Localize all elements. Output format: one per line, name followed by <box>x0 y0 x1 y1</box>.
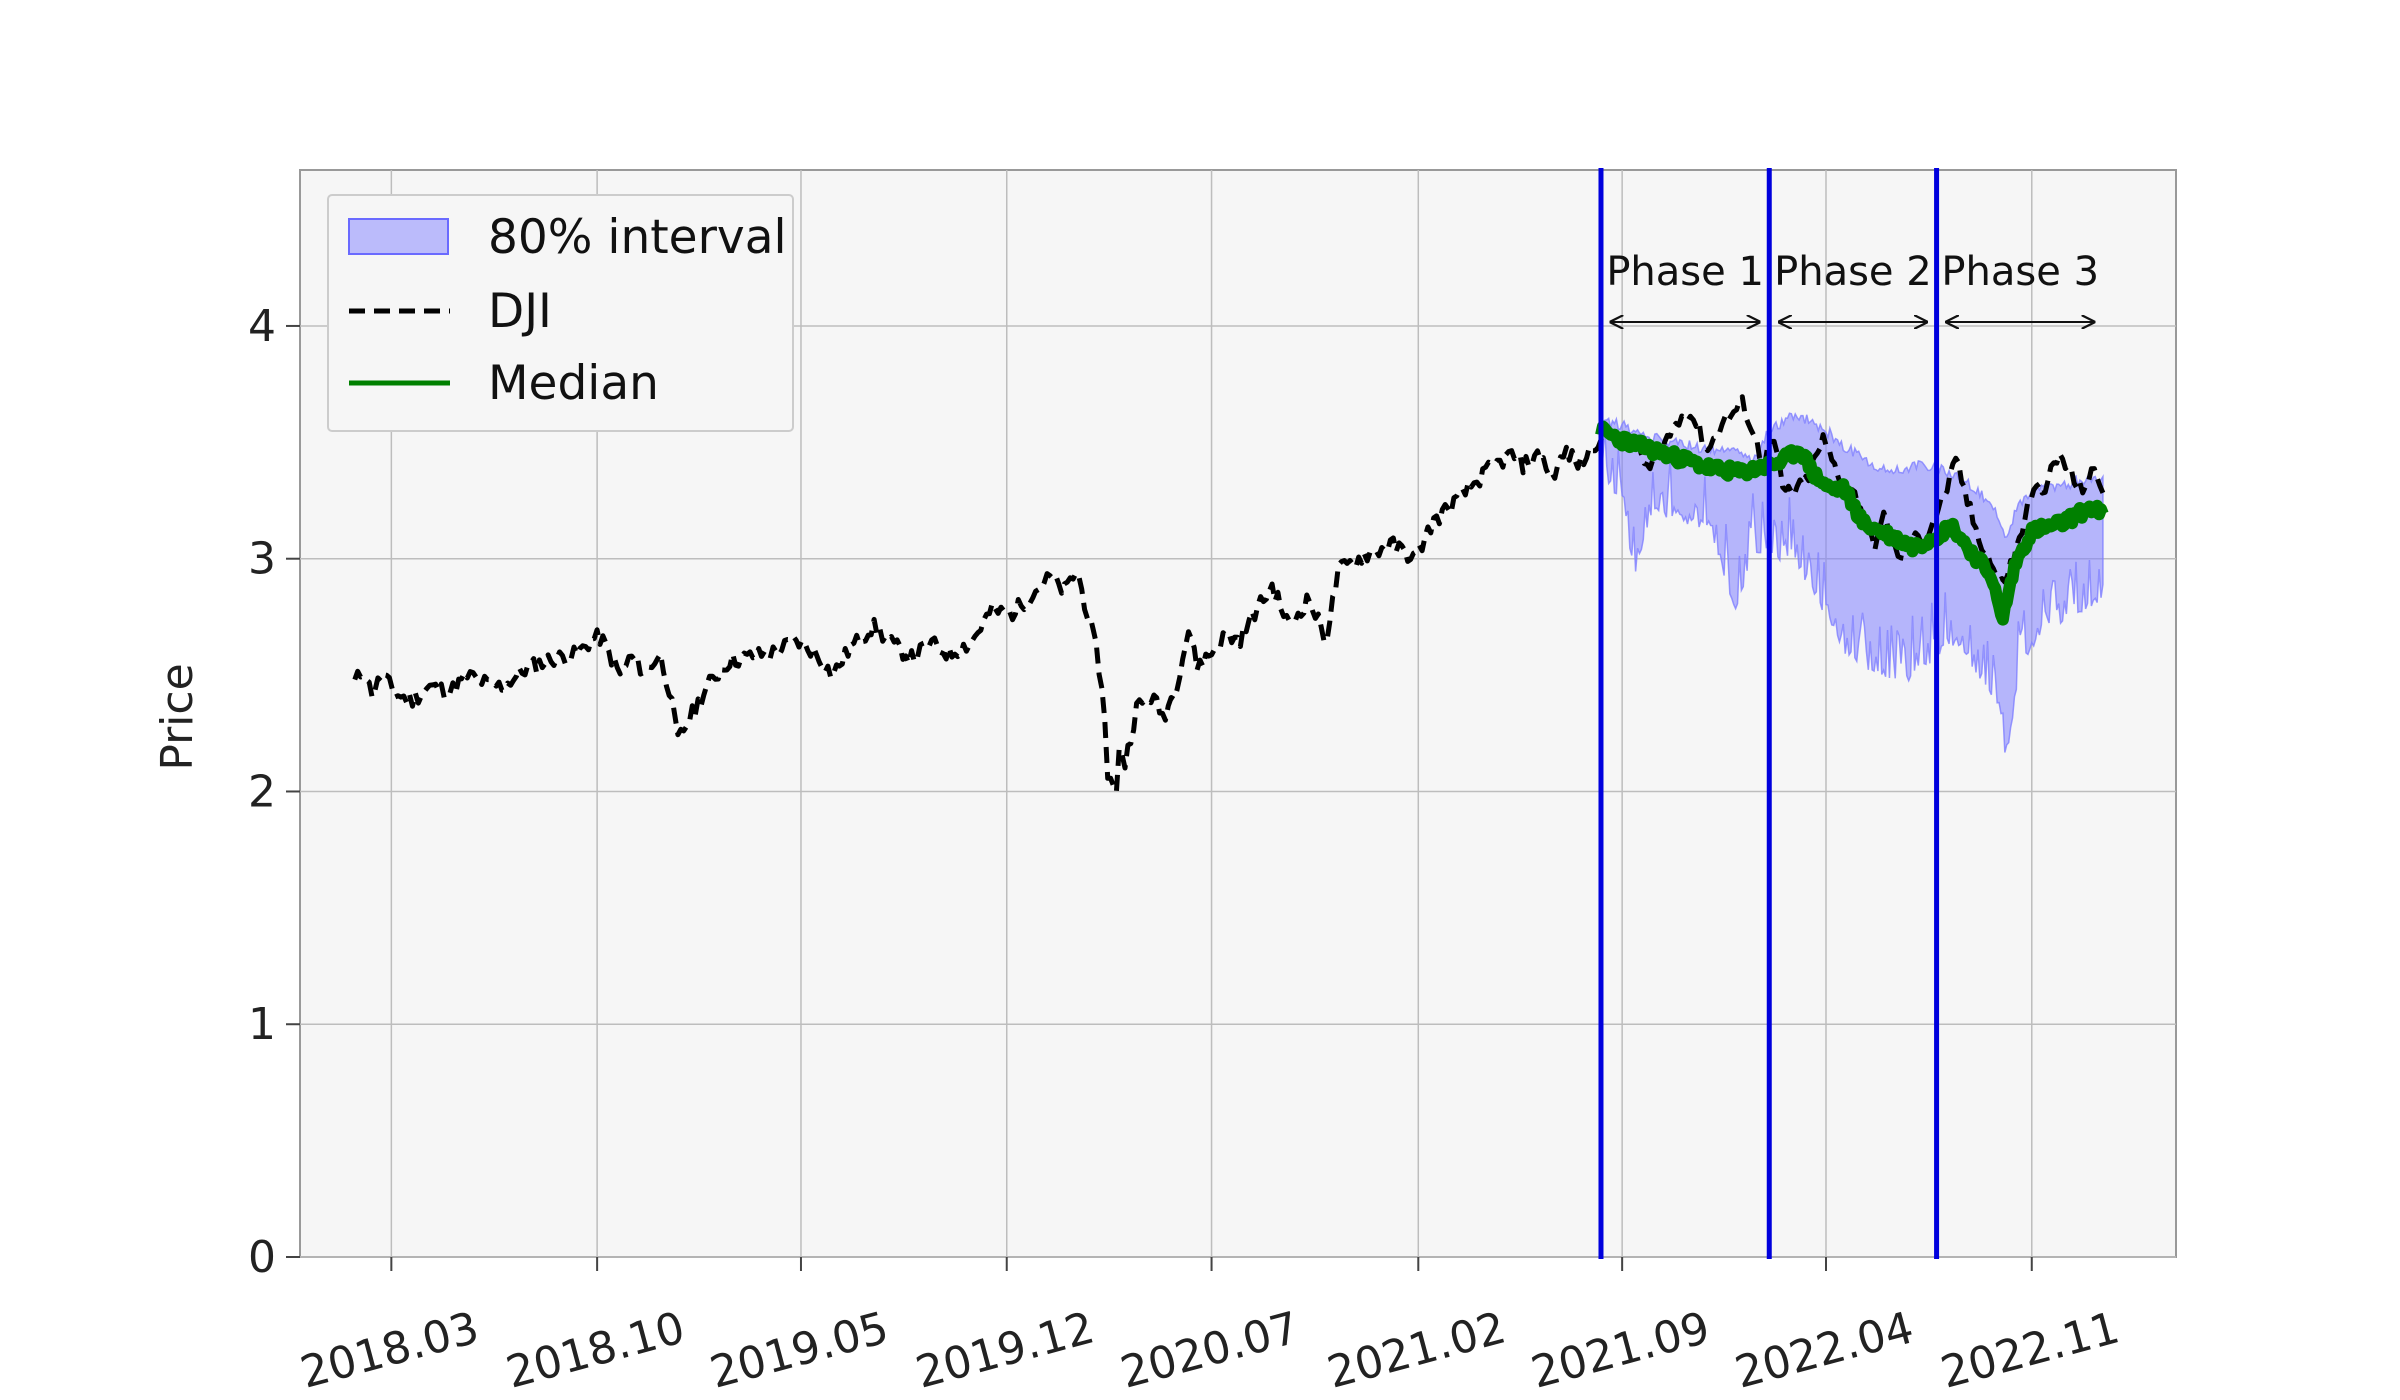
phase-boundary-layer: Phase 1 Phase 2 Phase 3 <box>1598 168 2099 1259</box>
x-tick-label: 2022.04 <box>1730 1302 1919 1398</box>
phase-label: Phase 1 <box>1606 249 1764 295</box>
x-tick-label: 2022.11 <box>1936 1302 2125 1398</box>
x-tick-label: 2019.05 <box>705 1302 894 1398</box>
phase-label: Phase 2 <box>1774 249 1932 295</box>
y-tick-label: 4 <box>248 301 276 352</box>
legend: 80% interval DJI Median <box>327 194 794 432</box>
median-line-layer <box>1595 420 2109 626</box>
y-axis-title: Price <box>152 663 203 770</box>
x-tick-label: 2021.02 <box>1322 1302 1511 1398</box>
phase-label: Phase 3 <box>1941 249 2099 295</box>
legend-swatch-interval <box>348 218 449 255</box>
y-tick-label: 0 <box>248 1232 276 1283</box>
legend-label-interval: 80% interval <box>488 210 787 265</box>
y-tick-label: 1 <box>248 999 276 1050</box>
x-tick-label: 2021.09 <box>1526 1302 1715 1398</box>
x-tick-label: 2020.07 <box>1115 1302 1304 1398</box>
x-tick-label: 2018.03 <box>295 1302 484 1398</box>
legend-label-dji: DJI <box>488 284 552 339</box>
gridlines <box>300 170 2176 1258</box>
y-tick-label: 2 <box>248 766 276 817</box>
median-line <box>1595 420 2109 626</box>
x-tick-label: 2018.10 <box>501 1302 690 1398</box>
legend-label-median: Median <box>488 356 659 411</box>
y-tick-label: 3 <box>248 534 276 585</box>
x-tick-label: 2019.12 <box>911 1302 1100 1398</box>
